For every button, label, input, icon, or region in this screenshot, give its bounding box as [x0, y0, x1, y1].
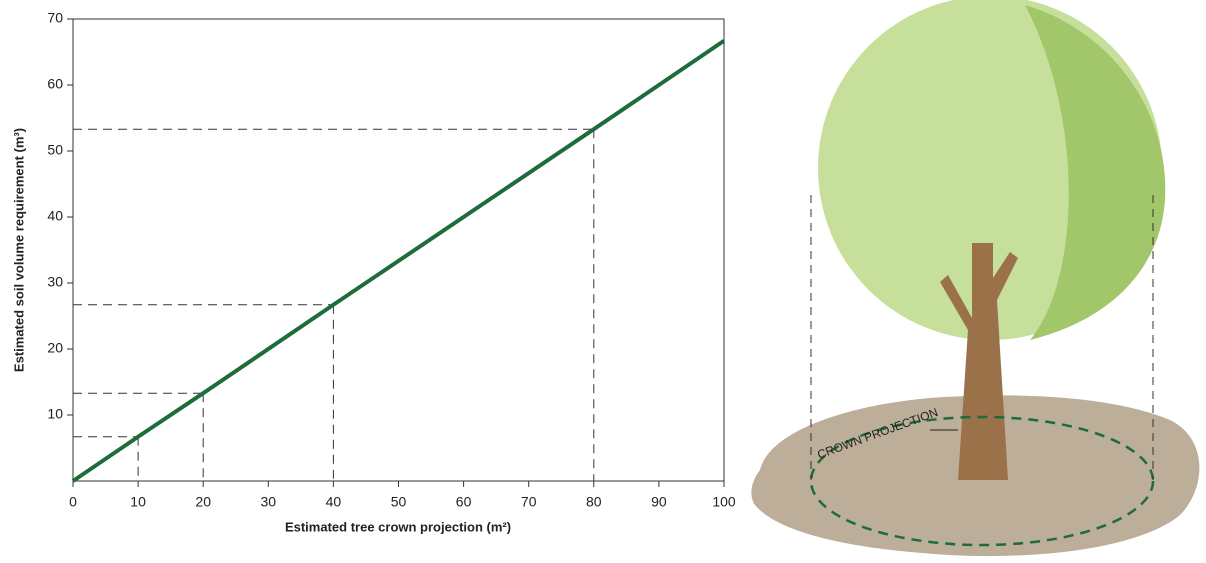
x-tick-label: 90 [651, 494, 667, 510]
y-axis-title: Estimated soil volume requirement (m³) [11, 128, 26, 372]
y-tick-label: 30 [47, 274, 63, 290]
y-tick-label: 60 [47, 76, 63, 92]
x-tick-label: 60 [456, 494, 472, 510]
y-tick-label: 70 [47, 10, 63, 26]
x-tick-label: 70 [521, 494, 537, 510]
x-tick-label: 100 [712, 494, 736, 510]
x-tick-label: 30 [261, 494, 277, 510]
x-tick-label: 40 [326, 494, 342, 510]
chart: CROWN PROJECTION Estimated tree crown pr… [0, 0, 1206, 563]
x-tick-label: 10 [130, 494, 146, 510]
y-tick-label: 50 [47, 142, 63, 158]
x-axis-title: Estimated tree crown projection (m²) [285, 519, 511, 534]
y-tick-label: 10 [47, 406, 63, 422]
y-tick-label: 40 [47, 208, 63, 224]
tree-illustration: CROWN PROJECTION [751, 0, 1199, 556]
x-tick-label: 0 [69, 494, 77, 510]
plot-frame [73, 19, 724, 481]
data-line [73, 41, 724, 481]
x-tick-label: 80 [586, 494, 602, 510]
y-tick-label: 20 [47, 340, 63, 356]
x-tick-label: 20 [195, 494, 211, 510]
page: {"chart_data": {"type": "line", "x_label… [0, 0, 1206, 563]
x-tick-label: 50 [391, 494, 407, 510]
